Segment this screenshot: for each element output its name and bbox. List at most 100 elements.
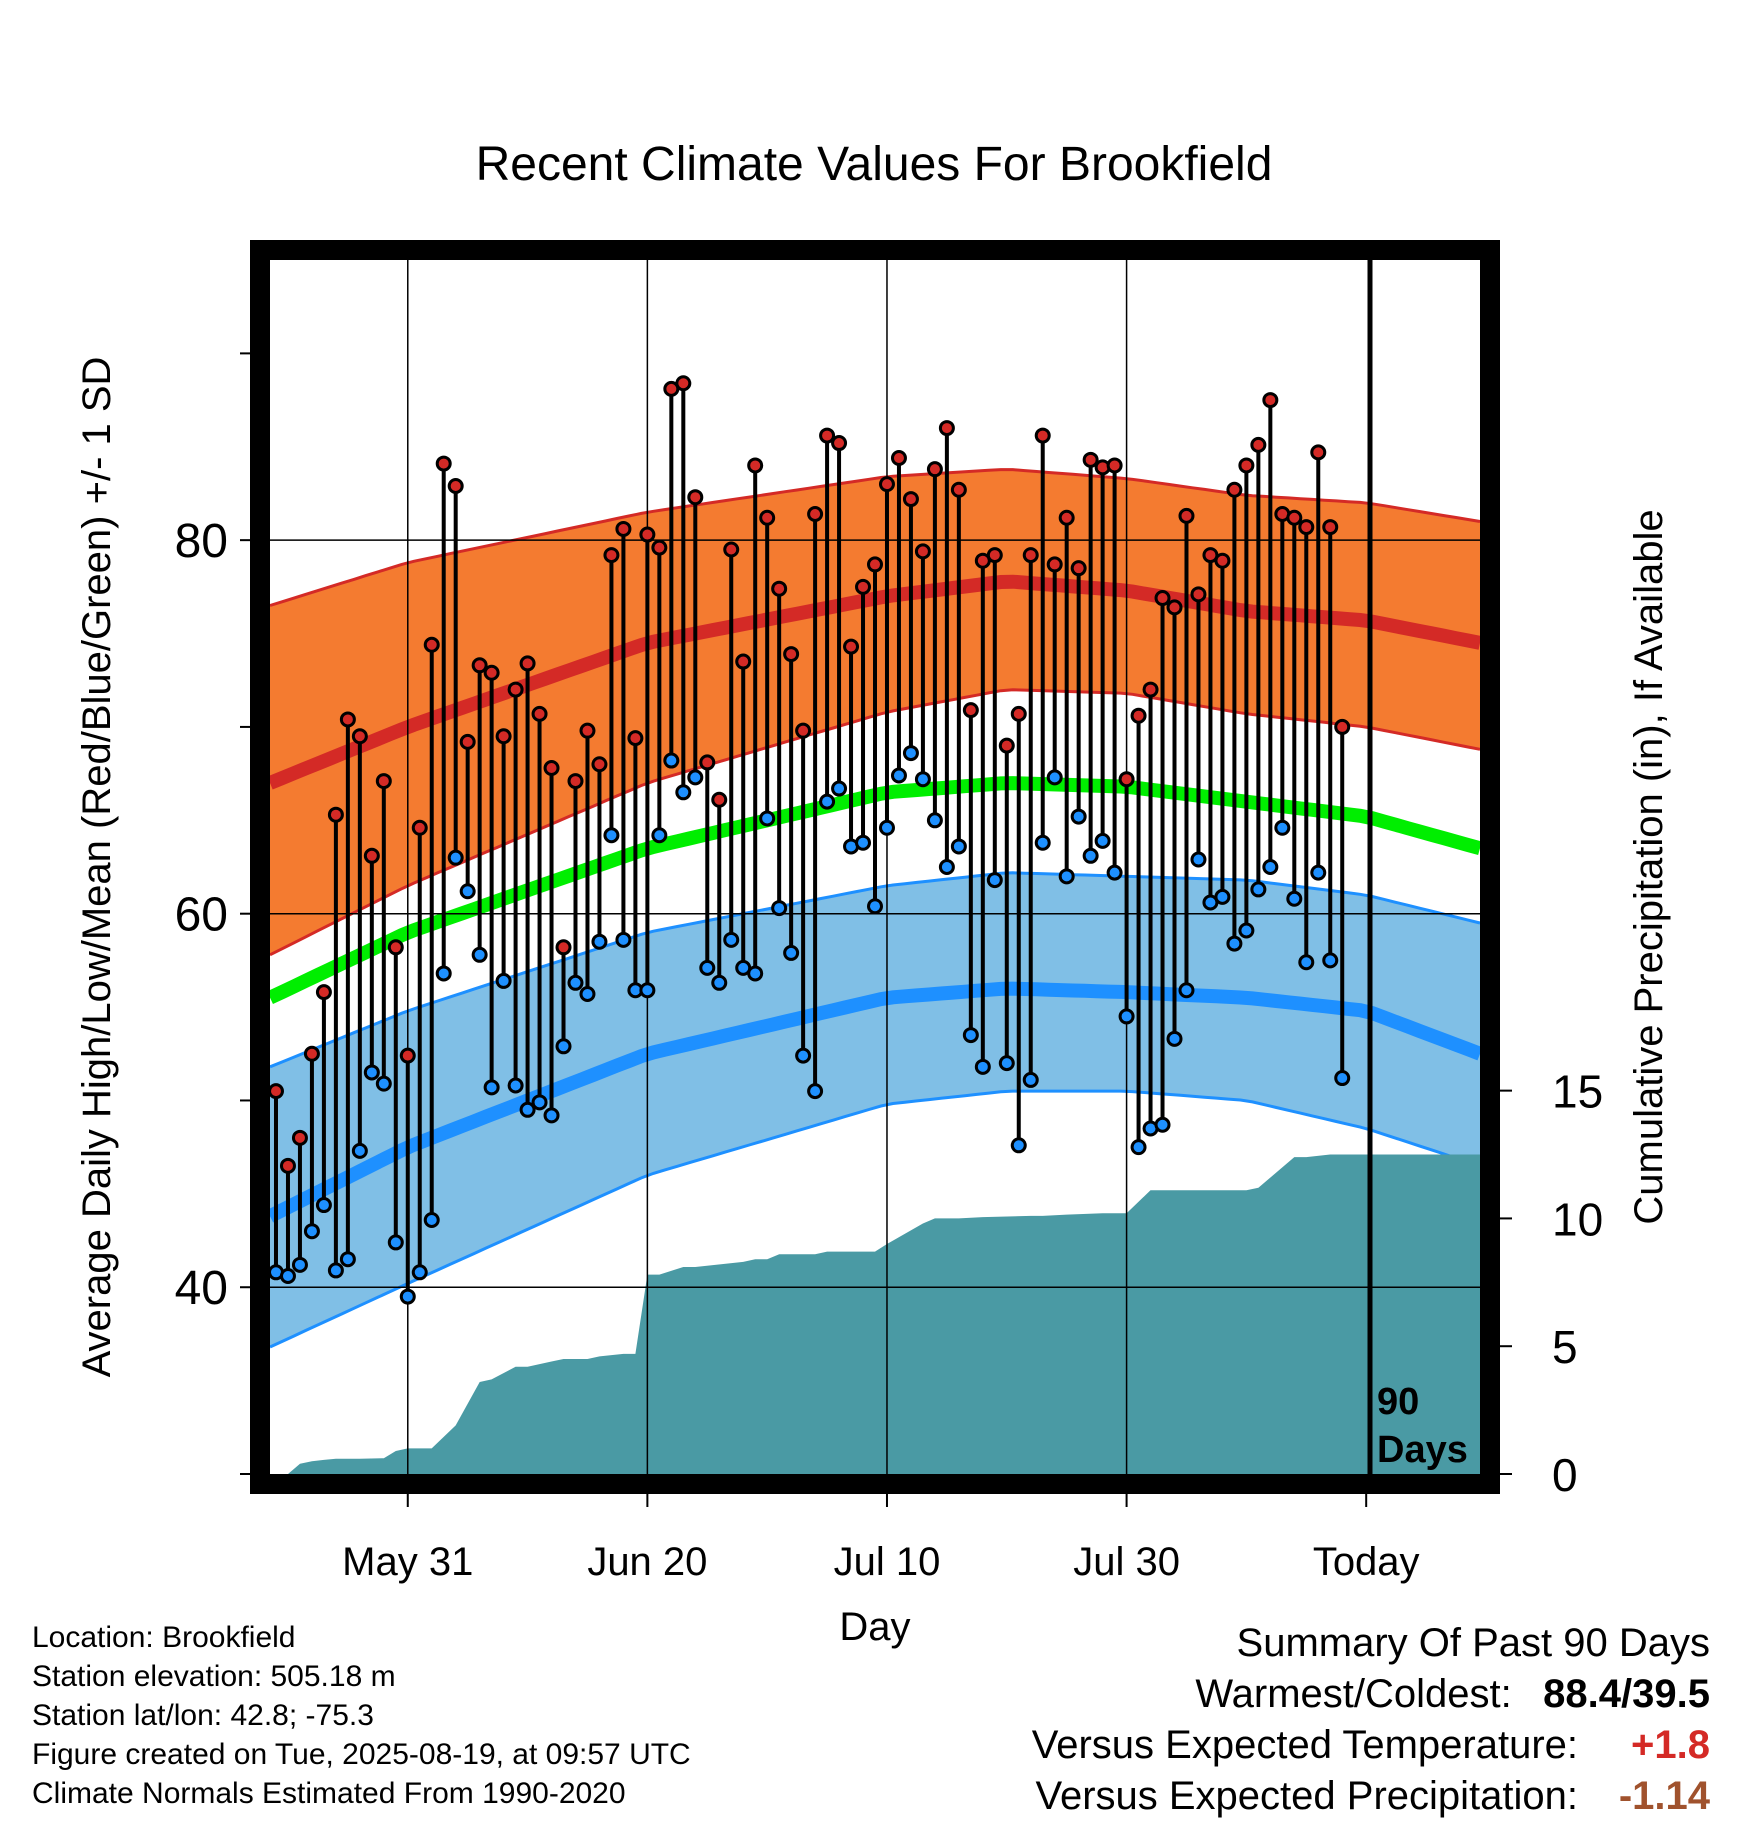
summary-heading: Summary Of Past 90 Days	[1236, 1621, 1710, 1665]
low-point	[1238, 922, 1255, 939]
high-point	[555, 939, 572, 956]
high-point	[831, 435, 848, 452]
low-point	[831, 780, 848, 797]
low-point	[1274, 819, 1291, 836]
low-sd-lower-edge	[269, 1089, 1481, 1349]
high-point	[639, 526, 656, 543]
high-point	[735, 653, 752, 670]
low-point	[1226, 935, 1243, 952]
low-point	[687, 769, 704, 786]
high-point	[759, 509, 776, 526]
high-point	[1238, 457, 1255, 474]
low-point	[303, 1223, 320, 1240]
high-point	[399, 1047, 416, 1064]
high-point	[867, 556, 883, 573]
high-point	[339, 711, 356, 728]
high-point	[1178, 507, 1195, 524]
low-point	[783, 944, 800, 961]
low-point	[1022, 1071, 1039, 1088]
info-latlon: Station lat/lon: 42.8; -75.3	[32, 1699, 374, 1732]
high-point	[291, 1129, 308, 1146]
high-point	[950, 481, 967, 498]
low-point	[339, 1251, 356, 1268]
high-point	[1154, 590, 1171, 607]
low-point	[1262, 859, 1279, 875]
low-point	[1286, 890, 1303, 907]
x-tick-label: Jul 10	[834, 1540, 941, 1584]
high-point	[459, 733, 476, 750]
low-point	[1010, 1137, 1027, 1154]
high-point	[998, 737, 1015, 754]
low-point	[1070, 808, 1087, 825]
high-point	[711, 791, 728, 808]
high-point	[675, 375, 692, 392]
high-point	[1106, 457, 1123, 474]
low-point	[459, 883, 476, 900]
low-point	[507, 1077, 524, 1094]
high-point	[303, 1045, 320, 1062]
high-point	[1322, 519, 1339, 536]
low-point	[375, 1075, 392, 1092]
high-point	[843, 638, 860, 655]
high-point	[327, 806, 344, 823]
low-point	[291, 1256, 308, 1273]
high-point	[855, 578, 872, 595]
low-point	[1298, 954, 1315, 971]
period-label-number: 90	[1377, 1381, 1419, 1423]
high-point	[807, 506, 824, 523]
precip-label: Versus Expected Precipitation:	[1035, 1774, 1578, 1818]
high-point	[447, 477, 464, 494]
high-point	[423, 636, 440, 653]
axes-ticks: 40 60 80 0 5 10 15 May 31 Jun 20 Jul 10 Jul 30 Toda…	[175, 352, 1603, 1584]
high-point	[723, 541, 740, 558]
low-point	[315, 1197, 332, 1214]
daily-points	[267, 375, 1351, 1305]
high-point	[471, 657, 488, 674]
daily-range-stems	[273, 383, 1345, 1297]
high-point	[519, 655, 536, 672]
low-point	[351, 1142, 368, 1159]
high-point	[1250, 436, 1267, 453]
high-point	[1262, 392, 1279, 409]
low-point	[519, 1101, 536, 1118]
high-point	[699, 754, 716, 771]
low-point	[1178, 982, 1195, 999]
high-point	[267, 1083, 284, 1100]
low-point	[1214, 888, 1231, 905]
y-tick-label: 80	[175, 515, 228, 568]
high-point	[771, 580, 788, 597]
low-point	[699, 959, 716, 976]
high-point	[1310, 444, 1327, 461]
info-location: Location: Brookfield	[32, 1621, 296, 1654]
high-sd-upper-edge	[269, 468, 1481, 607]
low-point	[1058, 868, 1075, 885]
low-point	[1250, 881, 1267, 898]
x-tick-label: Jun 20	[587, 1540, 707, 1584]
y2-tick-label: 5	[1552, 1321, 1578, 1373]
warm-cold-label: Warmest/Coldest:	[1195, 1672, 1512, 1716]
low-point	[819, 793, 836, 810]
high-point	[567, 773, 584, 790]
high-point	[1130, 707, 1147, 724]
high-point	[411, 819, 428, 836]
high-point	[1022, 547, 1039, 564]
low-point	[591, 933, 608, 950]
low-point	[1130, 1139, 1147, 1156]
low-point	[543, 1107, 560, 1124]
high-point	[1190, 586, 1207, 603]
low-point	[747, 965, 764, 982]
high-point	[1214, 552, 1231, 569]
low-point	[1034, 834, 1051, 851]
low-point	[1106, 864, 1123, 881]
low-point	[890, 767, 907, 784]
low-point	[363, 1064, 380, 1081]
low-point	[639, 982, 656, 999]
low-point	[759, 810, 776, 827]
y2-tick-label: 0	[1552, 1449, 1578, 1501]
info-created: Figure created on Tue, 2025-08-19, at 09…	[32, 1738, 691, 1771]
high-point	[687, 489, 704, 506]
low-point	[1310, 864, 1327, 881]
temp-value: +1.8	[1631, 1723, 1710, 1767]
low-point	[998, 1055, 1015, 1072]
high-point	[615, 520, 632, 537]
